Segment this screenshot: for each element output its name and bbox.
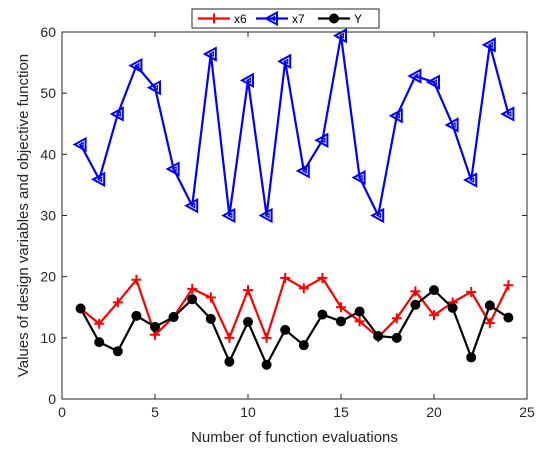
x-tick-label: 20 [426,404,442,420]
x-tick-label: 25 [519,404,535,420]
data-point-Y [317,309,328,320]
data-point-x7 [500,106,515,122]
data-point-x6 [112,297,123,308]
data-point-Y [150,321,160,332]
data-point-x7 [72,136,87,153]
data-point-x7 [388,108,403,124]
data-point-Y [373,330,384,341]
data-point-x7 [463,172,478,188]
data-point-x6 [410,286,421,297]
data-point-x7 [165,161,180,177]
series-x7 [72,27,515,224]
data-point-x7 [239,72,254,89]
data-point-x6 [466,286,477,297]
y-tick-label: 30 [40,208,56,224]
y-tick-label: 50 [40,85,56,101]
data-point-x7 [91,171,106,188]
data-point-x7 [370,207,385,224]
plot-frame [61,31,528,400]
y-tick-label: 20 [40,269,56,285]
legend-marker-Y [329,13,339,24]
series-line-x7 [79,34,510,217]
data-point-Y [75,303,86,314]
data-point-x6 [298,283,309,294]
data-point-x7 [314,132,329,148]
data-point-Y [131,310,142,321]
data-point-x7 [202,46,217,62]
y-tick-label: 60 [40,24,56,40]
data-point-Y [391,332,402,343]
data-point-Y [429,285,439,296]
legend-marker-x7 [263,10,278,27]
data-point-x6 [94,318,105,329]
data-point-x7 [425,74,440,90]
data-point-Y [298,340,309,351]
data-point-Y [503,312,514,323]
data-point-x7 [481,37,496,53]
data-point-Y [205,313,216,324]
data-point-Y [484,300,495,311]
legend: x6 x7 Y [191,8,380,29]
data-point-x6 [261,332,272,343]
data-point-Y [336,316,346,327]
x-axis-label: Number of function evaluations [191,429,398,446]
data-point-Y [354,306,365,317]
data-point-x7 [221,207,236,224]
data-point-Y [261,359,272,370]
legend-marker-x6 [209,13,219,24]
data-point-Y [187,294,198,305]
legend-label-Y: Y [354,12,362,26]
y-axis-label: Values of design variables and objective… [15,54,32,377]
data-point-x6 [391,313,402,324]
data-point-x6 [484,318,495,329]
y-tick-label: 0 [48,391,56,407]
legend-label-x6: x6 [234,12,247,26]
data-point-x6 [131,274,142,285]
data-point-x7 [184,198,199,214]
x-tick-label: 15 [333,404,349,420]
data-point-Y [447,302,458,313]
data-point-Y [94,337,105,348]
y-tick-label: 40 [40,146,56,162]
series-line-x6 [79,276,510,339]
data-point-x7 [295,163,310,179]
x-tick-label: 0 [58,404,66,420]
data-point-Y [224,356,235,367]
series-Y [75,285,514,370]
data-point-x6 [317,272,328,283]
data-point-x6 [187,283,198,294]
data-point-x6 [224,332,235,343]
data-point-x6 [280,272,291,283]
data-point-x6 [205,292,216,303]
data-point-Y [168,312,179,323]
data-point-x7 [444,117,459,133]
data-point-x7 [128,57,143,74]
data-point-Y [112,346,123,357]
data-point-Y [280,324,291,335]
data-point-x7 [258,207,273,224]
y-tick-label: 10 [40,330,56,346]
data-point-Y [243,316,253,327]
data-point-x6 [336,302,346,313]
x-tick-label: 10 [240,404,256,420]
data-point-x6 [354,316,365,327]
data-point-Y [410,299,421,310]
data-point-x7 [109,106,124,122]
x-tick-label: 5 [151,404,159,420]
data-point-Y [466,352,477,363]
data-point-x7 [407,68,422,84]
data-point-x7 [277,53,292,70]
legend-label-x7: x7 [292,12,305,26]
data-point-x6 [503,280,514,291]
data-point-x7 [146,79,161,96]
data-point-x6 [429,310,439,321]
data-point-x7 [351,169,366,186]
data-point-x6 [243,285,253,296]
